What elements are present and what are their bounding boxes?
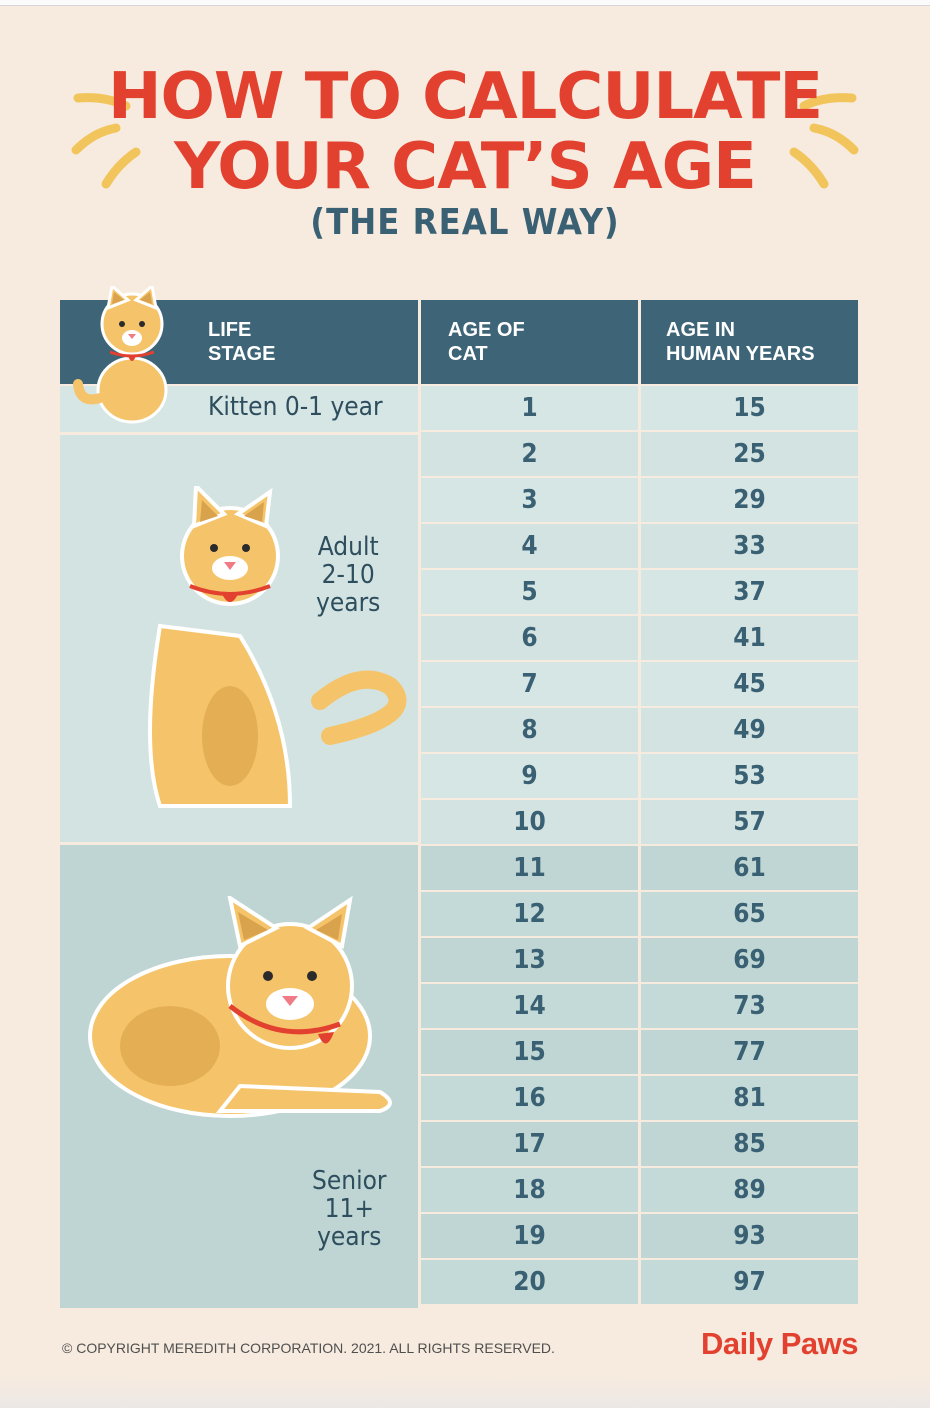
cell-human-age: 89 — [641, 1168, 858, 1212]
cell-human-age: 25 — [641, 432, 858, 476]
cell-cat-age: 20 — [421, 1260, 638, 1304]
cell-human-age: 73 — [641, 984, 858, 1028]
stage-kitten-label: Kitten 0-1 year — [208, 392, 383, 422]
kitten-illustration — [73, 286, 168, 424]
cell-cat-age: 12 — [421, 892, 638, 936]
cell-human-age: 29 — [641, 478, 858, 522]
cell-human-age: 57 — [641, 800, 858, 844]
cell-cat-age: 15 — [421, 1030, 638, 1074]
left-sparkle-icon — [71, 93, 141, 189]
cell-cat-age: 8 — [421, 708, 638, 752]
cell-cat-age: 10 — [421, 800, 638, 844]
cell-human-age: 41 — [641, 616, 858, 660]
cell-human-age: 15 — [641, 386, 858, 430]
senior-cat-illustration — [88, 896, 392, 1118]
cell-cat-age: 11 — [421, 846, 638, 890]
cell-human-age: 53 — [641, 754, 858, 798]
cell-cat-age: 3 — [421, 478, 638, 522]
cell-human-age: 61 — [641, 846, 858, 890]
cell-cat-age: 2 — [421, 432, 638, 476]
cell-human-age: 97 — [641, 1260, 858, 1304]
copyright-footer: © COPYRIGHT MEREDITH CORPORATION. 2021. … — [62, 1340, 555, 1356]
cell-cat-age: 18 — [421, 1168, 638, 1212]
adult-cat-illustration — [148, 486, 407, 808]
subtitle: (THE REAL WAY) — [310, 202, 620, 243]
cell-cat-age: 19 — [421, 1214, 638, 1258]
cell-cat-age: 1 — [421, 386, 638, 430]
title-line-1: HOW TO CALCULATE — [107, 60, 823, 134]
header-human-years-label: AGE IN HUMAN YEARS — [666, 319, 815, 365]
cell-human-age: 33 — [641, 524, 858, 568]
cell-cat-age: 6 — [421, 616, 638, 660]
cell-cat-age: 13 — [421, 938, 638, 982]
cell-human-age: 85 — [641, 1122, 858, 1166]
top-border — [0, 0, 930, 6]
cell-human-age: 65 — [641, 892, 858, 936]
cell-cat-age: 5 — [421, 570, 638, 614]
right-sparkle-icon — [789, 93, 859, 189]
cell-human-age: 37 — [641, 570, 858, 614]
cell-cat-age: 14 — [421, 984, 638, 1028]
cell-cat-age: 7 — [421, 662, 638, 706]
brand-logo: Daily Paws — [701, 1326, 858, 1361]
bottom-fade — [0, 1378, 930, 1408]
cell-cat-age: 17 — [421, 1122, 638, 1166]
cell-human-age: 49 — [641, 708, 858, 752]
header-age-of-cat-label: AGE OF CAT — [448, 319, 525, 365]
cell-human-age: 45 — [641, 662, 858, 706]
cell-cat-age: 4 — [421, 524, 638, 568]
cell-cat-age: 9 — [421, 754, 638, 798]
title-line-2: YOUR CAT’S AGE — [174, 130, 757, 204]
stage-adult-label: Adult 2-10 years — [316, 532, 381, 618]
header-age-of-cat: AGE OF CAT — [421, 300, 638, 384]
cell-human-age: 93 — [641, 1214, 858, 1258]
cell-cat-age: 16 — [421, 1076, 638, 1120]
cell-human-age: 81 — [641, 1076, 858, 1120]
header-life-stage-label: LIFE STAGE — [208, 319, 276, 365]
cell-human-age: 69 — [641, 938, 858, 982]
header-human-years: AGE IN HUMAN YEARS — [641, 300, 858, 384]
cell-human-age: 77 — [641, 1030, 858, 1074]
stage-senior-label: Senior 11+ years — [312, 1166, 387, 1252]
